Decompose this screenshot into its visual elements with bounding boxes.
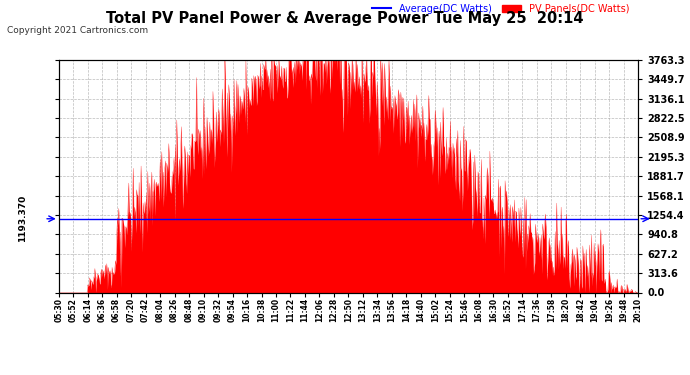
Text: Copyright 2021 Cartronics.com: Copyright 2021 Cartronics.com — [7, 26, 148, 35]
Legend: Average(DC Watts), PV Panels(DC Watts): Average(DC Watts), PV Panels(DC Watts) — [368, 0, 633, 18]
Text: Total PV Panel Power & Average Power Tue May 25  20:14: Total PV Panel Power & Average Power Tue… — [106, 11, 584, 26]
Text: 1193.370: 1193.370 — [18, 195, 27, 242]
